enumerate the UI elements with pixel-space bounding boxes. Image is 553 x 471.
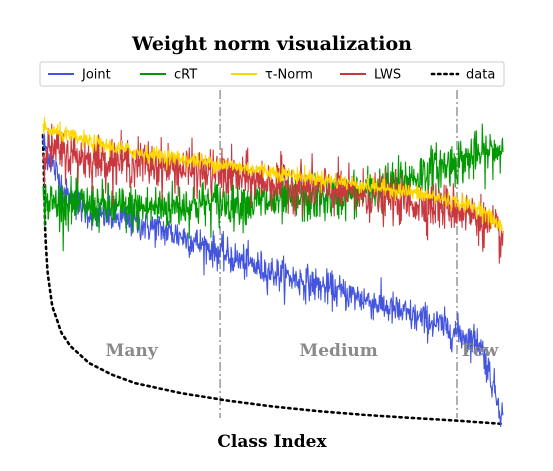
chart-title: Weight norm visualization	[131, 33, 412, 55]
legend-item-tau-norm: τ-Norm	[231, 68, 313, 83]
legend-label-data: data	[466, 68, 495, 83]
legend-frame	[39, 61, 505, 87]
x-axis-label: Class Index	[217, 432, 327, 452]
legend-item-lws: LWS	[340, 68, 401, 83]
series-line-joint	[42, 132, 504, 428]
legend-label-joint: Joint	[81, 68, 111, 83]
series-line-lws	[42, 123, 504, 264]
legend-label-tau-norm: τ-Norm	[265, 68, 313, 83]
legend-label-lws: LWS	[374, 68, 401, 83]
legend-item-data: data	[430, 68, 495, 83]
series-line-tau-norm	[42, 116, 504, 234]
legend: Joint cRT τ-Norm LWS data	[39, 61, 505, 87]
series-line-data	[41, 133, 505, 426]
legend-label-crt: cRT	[174, 68, 197, 83]
region-label-many: Many	[106, 341, 159, 361]
legend-item-joint: Joint	[48, 68, 111, 83]
region-label-few: Few	[462, 341, 499, 361]
series-line-crt	[42, 123, 504, 252]
x-axis-label-group: Class Index	[217, 432, 327, 452]
plot-area: Many Medium Few	[41, 90, 505, 428]
legend-item-crt: cRT	[140, 68, 197, 83]
region-label-medium: Medium	[299, 341, 377, 361]
